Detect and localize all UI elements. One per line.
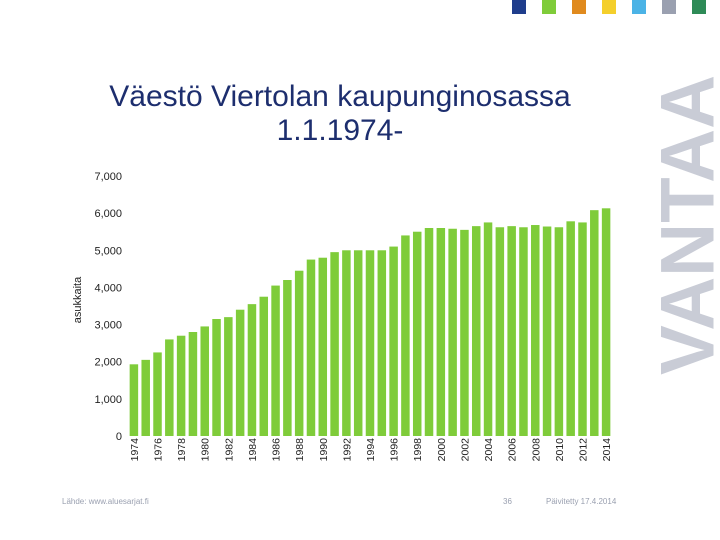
bar-1974 (129, 364, 139, 436)
bar-1980 (200, 326, 209, 436)
bar-1983 (235, 309, 245, 436)
bar-2005 (495, 227, 505, 436)
x-tick-label-1988: 1988 (294, 438, 306, 462)
x-tick-label-1998: 1998 (412, 438, 424, 462)
page-title: Väestö Viertolan kaupunginosassa 1.1.197… (60, 80, 620, 148)
bar-1986 (271, 285, 280, 436)
x-tick-label-2010: 2010 (554, 438, 566, 462)
x-tick-label-1982: 1982 (223, 438, 235, 462)
x-tick-label-1990: 1990 (318, 438, 330, 462)
brand-square (602, 0, 616, 14)
y-tick-label: 7,000 (94, 171, 122, 183)
brand-color-squares (492, 0, 720, 16)
bar-1992 (342, 250, 351, 436)
brand-square (572, 0, 586, 14)
bar-1988 (294, 270, 304, 436)
x-tick-label-1980: 1980 (200, 438, 212, 462)
bar-1993 (353, 250, 363, 436)
y-tick-label: 2,000 (94, 357, 122, 369)
y-tick-label: 4,000 (94, 282, 122, 294)
y-axis-label: asukkaita (72, 276, 84, 324)
bar-2008 (531, 225, 540, 436)
bar-1989 (306, 259, 316, 436)
bar-2013 (590, 210, 599, 436)
bar-1985 (259, 296, 269, 436)
bar-1981 (212, 319, 221, 436)
y-tick-label: 1,000 (94, 394, 122, 406)
bar-1977 (165, 339, 174, 436)
brand-square (692, 0, 706, 14)
x-tick-label-1978: 1978 (176, 438, 188, 462)
x-tick-label-1984: 1984 (247, 438, 259, 462)
bar-2006 (507, 226, 516, 436)
brand-square (632, 0, 646, 14)
x-tick-label-1992: 1992 (341, 438, 353, 462)
bar-1975 (141, 359, 150, 436)
brand-square (512, 0, 526, 14)
y-tick-label: 6,000 (94, 208, 122, 220)
brand-square (662, 0, 676, 14)
bar-1979 (188, 332, 198, 436)
x-tick-label-1974: 1974 (129, 438, 141, 462)
bar-2014 (601, 208, 611, 436)
bar-1994 (365, 250, 375, 436)
bar-2007 (519, 227, 528, 436)
title-line-2: 1.1.1974- (276, 114, 404, 147)
bar-2001 (448, 228, 457, 436)
bar-1982 (224, 317, 233, 436)
source-text: Lähde: www.aluesarjat.fi (62, 497, 149, 506)
bar-1998 (412, 231, 422, 436)
y-tick-label: 0 (116, 431, 122, 443)
y-tick-label: 3,000 (94, 320, 122, 332)
x-tick-label-2008: 2008 (530, 438, 542, 462)
bar-1978 (176, 335, 186, 436)
x-axis: 1974 1976 1978 1980 1982 1984 1986 1988 1990 1992… (129, 438, 613, 462)
x-tick-label-1996: 1996 (389, 438, 401, 462)
bar-2012 (578, 222, 587, 436)
x-tick-label-1994: 1994 (365, 438, 377, 462)
bar-1984 (247, 304, 257, 436)
y-tick-label: 5,000 (94, 245, 122, 257)
x-tick-label-2006: 2006 (507, 438, 519, 462)
bar-2002 (460, 229, 469, 436)
bar-1987 (283, 280, 292, 436)
bar-1999 (424, 228, 434, 436)
bar-1976 (153, 352, 162, 436)
page-number: 36 (503, 497, 512, 506)
bar-series (129, 208, 611, 436)
x-tick-label-2000: 2000 (436, 438, 448, 462)
bar-1991 (330, 252, 339, 436)
bar-1995 (377, 250, 387, 436)
vantaa-logo: VANTAA (655, 75, 720, 375)
bar-1997 (401, 235, 410, 436)
brand-square (542, 0, 556, 14)
x-tick-label-1986: 1986 (271, 438, 283, 462)
vantaa-logo-text: VANTAA (655, 75, 720, 375)
bar-1990 (318, 257, 328, 436)
title-line-1: Väestö Viertolan kaupunginosassa (109, 80, 571, 113)
bar-2000 (436, 228, 446, 436)
x-tick-label-2004: 2004 (483, 438, 495, 462)
y-axis: 0 1,000 2,000 3,000 4,000 5,000 6,000 7,000 (94, 171, 122, 443)
bar-2003 (471, 226, 481, 436)
x-tick-label-2014: 2014 (601, 438, 613, 462)
updated-date: Päivitetty 17.4.2014 (546, 497, 617, 506)
x-tick-label-2002: 2002 (459, 438, 471, 462)
bar-2010 (554, 227, 564, 436)
bar-2004 (483, 222, 493, 436)
x-tick-label-2012: 2012 (577, 438, 589, 462)
bar-1996 (389, 246, 398, 436)
bar-2009 (542, 226, 552, 436)
bar-2011 (566, 221, 575, 436)
x-tick-label-1976: 1976 (153, 438, 165, 462)
